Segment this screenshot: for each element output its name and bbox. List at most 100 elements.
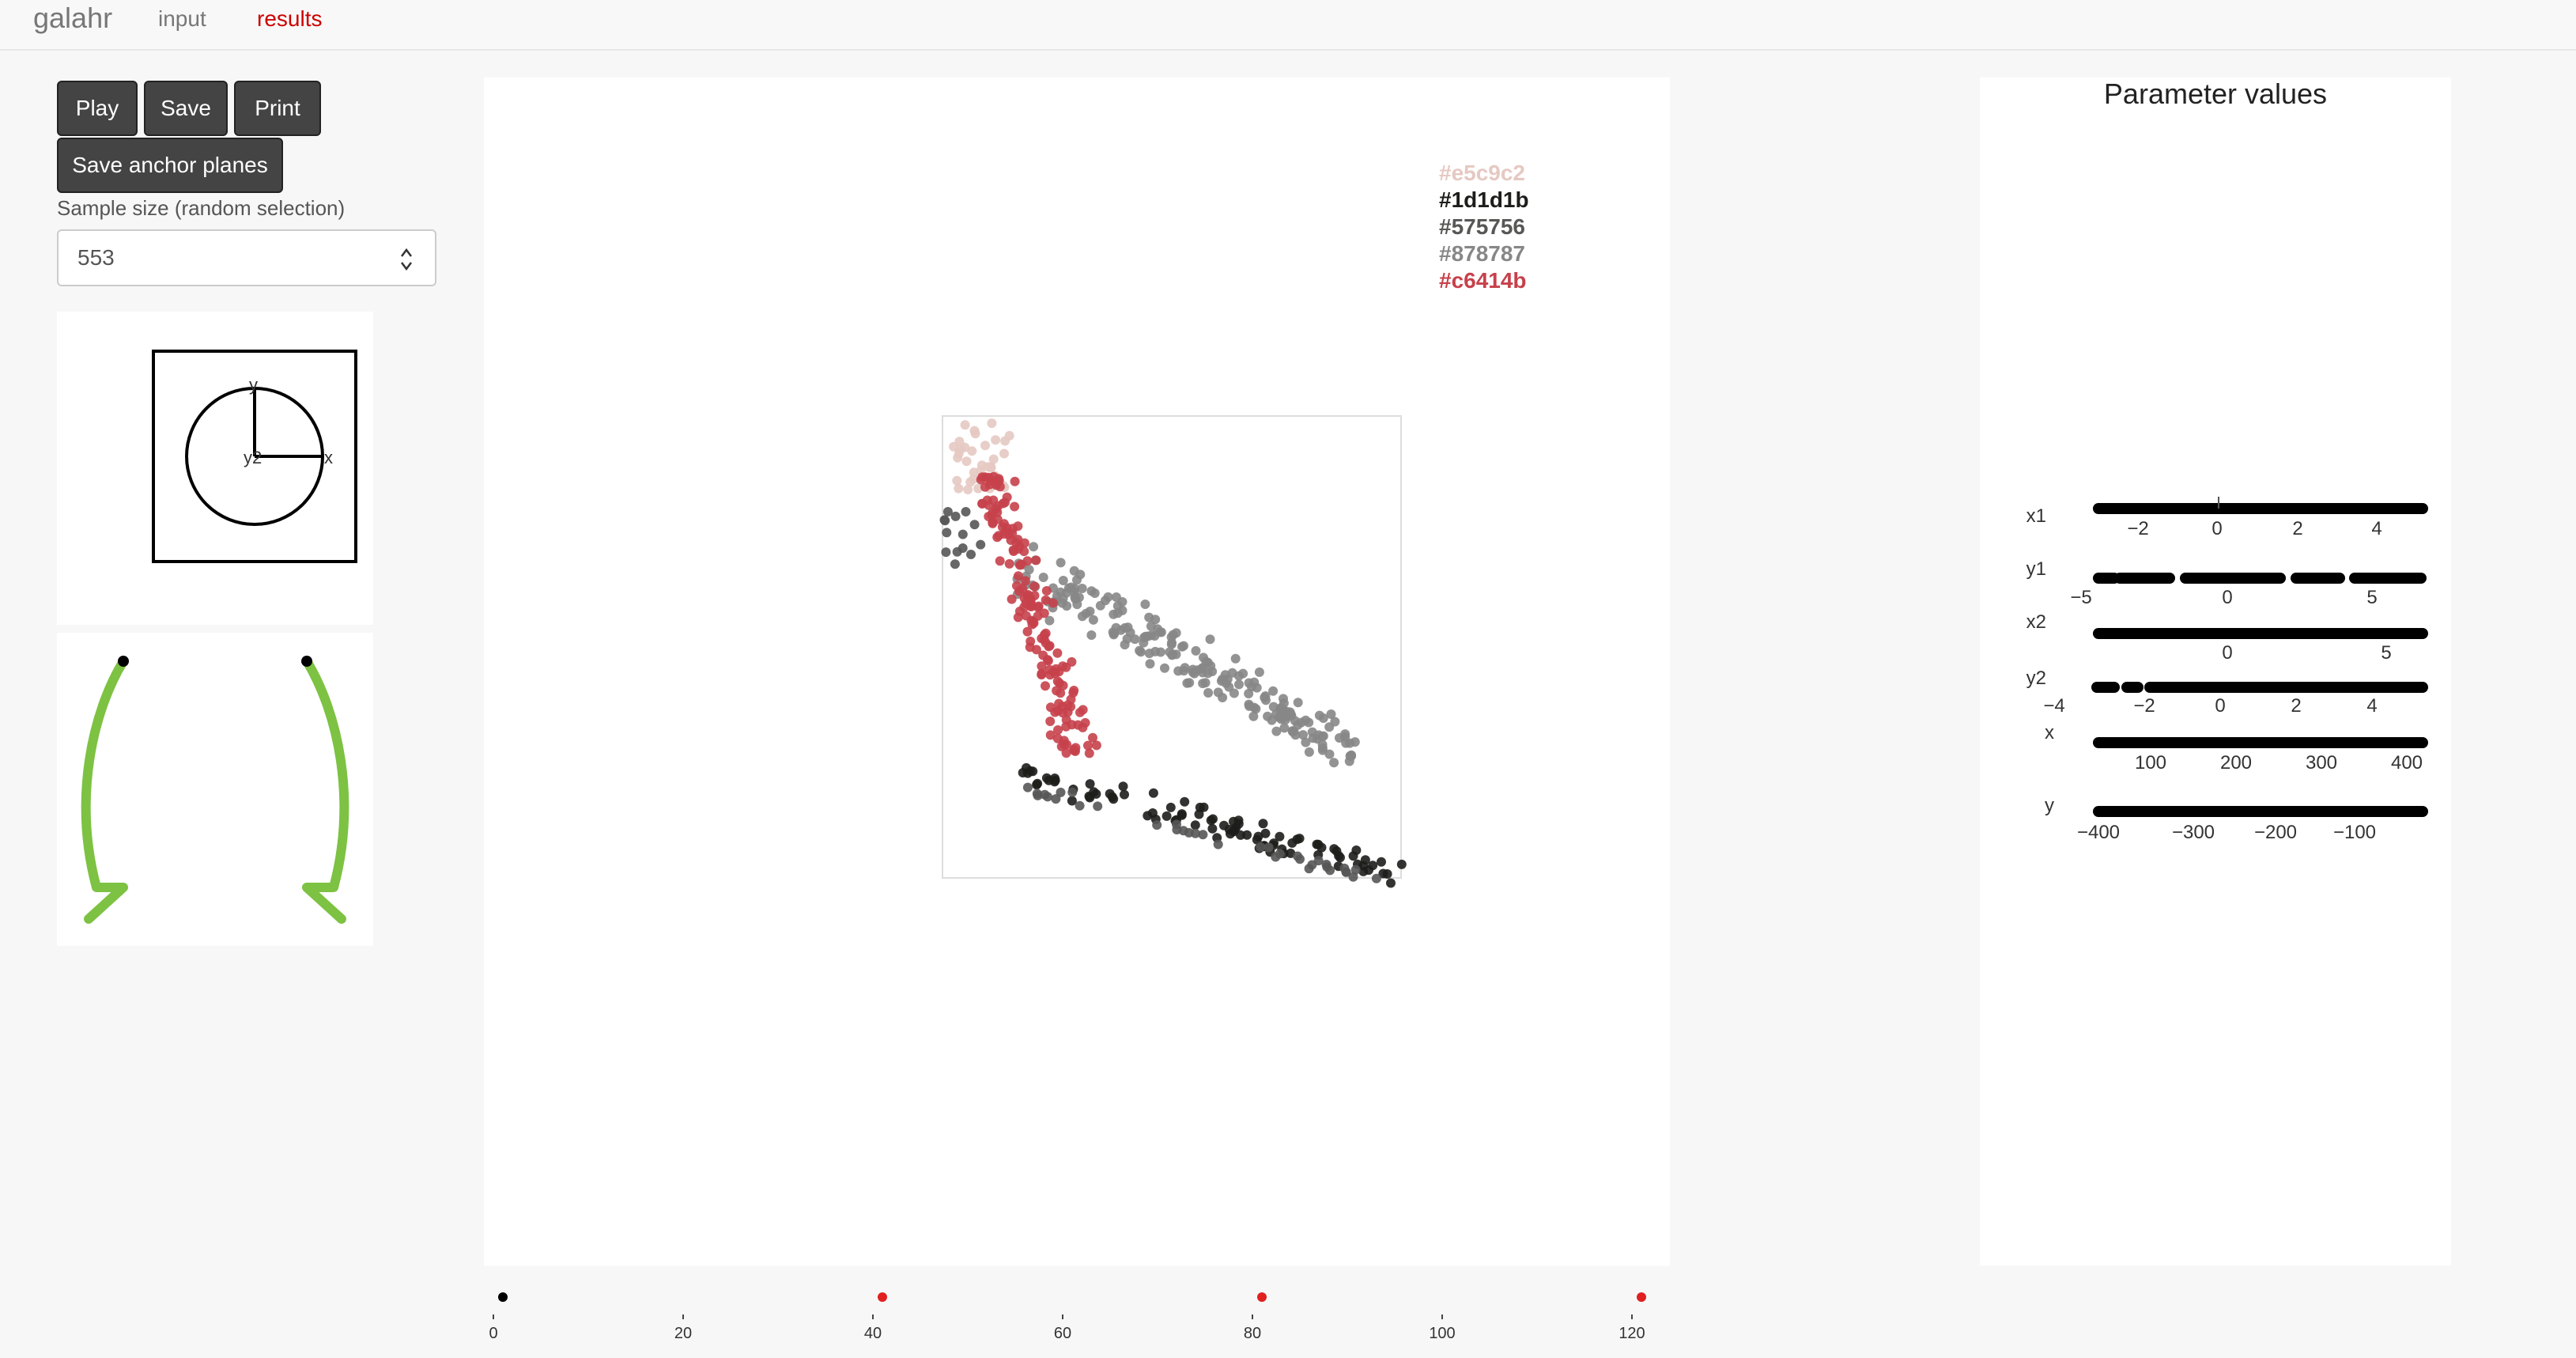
scatter-point — [1052, 648, 1063, 658]
scatter-point — [987, 418, 997, 429]
scatter-point — [1293, 698, 1303, 708]
scatter-point — [1218, 674, 1228, 684]
scatter-point — [969, 520, 980, 530]
scatter-point — [958, 529, 968, 539]
scatter-point — [1007, 594, 1017, 604]
main-scatter-panel — [484, 78, 1670, 1265]
scatter-point — [1058, 576, 1068, 585]
scatter-point — [966, 550, 976, 559]
scatter-point — [1382, 869, 1392, 879]
scatter-point — [1048, 598, 1058, 608]
scatter-point — [1045, 717, 1056, 726]
scatter-point — [1084, 748, 1094, 758]
timeline-tick-label: 80 — [1244, 1325, 1261, 1342]
legend-item[interactable]: #575756 — [1439, 214, 1526, 239]
scatter-point — [1330, 717, 1340, 727]
scatter-point — [1032, 789, 1042, 799]
parameter-tick-label: 400 — [2391, 752, 2423, 774]
scatter-point — [1014, 544, 1024, 554]
timeline-anchor-marker[interactable] — [1637, 1292, 1646, 1302]
scatter-point — [1334, 851, 1344, 861]
parameter-label: y2 — [2026, 668, 2046, 689]
sample-size-input[interactable]: 553 — [57, 229, 436, 286]
play-button[interactable]: Play — [57, 81, 138, 136]
scatter-point — [1053, 725, 1063, 735]
scatter-point — [1066, 702, 1076, 712]
scatter-point — [1179, 641, 1188, 651]
legend-item[interactable]: #e5c9c2 — [1439, 161, 1526, 185]
scatter-point — [1292, 834, 1302, 845]
parameter-tick-label: 300 — [2306, 752, 2337, 774]
nav-link-results[interactable]: results — [257, 6, 323, 31]
scatter-point — [1148, 788, 1158, 798]
timeline-bar[interactable]: 0 20 40 60 80 100 120 — [484, 1265, 1670, 1354]
timeline-anchor-marker[interactable] — [878, 1292, 887, 1302]
save-anchor-planes-button[interactable]: Save anchor planes — [57, 138, 283, 193]
scatter-point — [1275, 831, 1285, 842]
scatter-point — [1022, 782, 1033, 792]
scatter-point — [1307, 860, 1317, 870]
scatter-point — [1069, 566, 1079, 576]
scatter-point — [1271, 726, 1282, 736]
scatter-point — [1197, 664, 1207, 674]
parameter-tick-label: −2 — [2127, 518, 2148, 539]
trajectory-plot — [81, 656, 349, 924]
brand-logo[interactable]: galahr — [33, 2, 113, 34]
sample-size-label: Sample size (random selection) — [57, 196, 346, 220]
scatter-point — [1037, 668, 1047, 679]
scatter-point — [1304, 717, 1314, 728]
scatter-point — [1077, 584, 1087, 593]
scatter-points — [939, 418, 1407, 888]
scatter-point — [1105, 789, 1115, 799]
scatter-point — [1033, 601, 1044, 611]
scatter-point — [1233, 819, 1244, 829]
trajectory-marker-right — [301, 656, 312, 667]
scatter-point — [991, 479, 1002, 489]
scatter-point — [1086, 586, 1097, 596]
scatter-point — [1396, 859, 1407, 869]
legend-item[interactable]: #1d1d1b — [1439, 187, 1529, 212]
scatter-point — [1254, 667, 1264, 677]
scatter-point — [1083, 740, 1093, 751]
nav-link-input[interactable]: input — [158, 6, 206, 31]
scatter-point — [1229, 688, 1239, 698]
parameter-panel: Parameter values x1 −2 0 2 4 y1 −5 0 5 x2 0 5 y2 −4 −2… — [1980, 78, 2451, 1265]
timeline-anchor-marker[interactable] — [1257, 1292, 1267, 1302]
scatter-point — [1067, 796, 1077, 806]
scatter-point — [1304, 747, 1314, 757]
print-button[interactable]: Print — [234, 81, 321, 136]
scatter-point — [940, 516, 950, 526]
scatter-point — [988, 454, 999, 464]
scatter-point — [1010, 476, 1020, 486]
scatter-point — [1234, 679, 1244, 690]
scatter-point — [950, 511, 961, 521]
number-stepper-icon[interactable] — [398, 245, 414, 274]
parameter-tick-label: 0 — [2215, 695, 2225, 717]
scatter-point — [1263, 842, 1274, 853]
legend-item[interactable]: #878787 — [1439, 241, 1526, 266]
scatter-point — [1260, 828, 1271, 838]
scatter-point — [976, 539, 986, 550]
navbar: galahr input results — [0, 0, 2576, 51]
scatter-point — [1245, 701, 1254, 711]
scatter-point — [1025, 766, 1035, 776]
scatter-point — [1177, 810, 1187, 820]
scatter-point — [1135, 645, 1145, 656]
scatter-point — [950, 559, 960, 569]
timeline-current-marker[interactable] — [498, 1292, 508, 1302]
scatter-point — [1056, 787, 1066, 797]
scatter-point — [1067, 787, 1078, 797]
scatter-point — [1021, 576, 1030, 586]
scatter-point — [1386, 878, 1396, 888]
scatter-point — [1007, 528, 1018, 539]
scatter-point — [1058, 661, 1068, 671]
scatter-point — [992, 532, 1003, 543]
scatter-point — [1103, 592, 1113, 602]
scatter-point — [1144, 649, 1154, 659]
scatter-point — [1108, 627, 1118, 637]
legend-item[interactable]: #c6414b — [1439, 268, 1527, 293]
scatter-point — [1041, 628, 1051, 638]
scatter-point — [1238, 668, 1248, 679]
save-button[interactable]: Save — [144, 81, 228, 136]
scatter-point — [961, 456, 972, 467]
